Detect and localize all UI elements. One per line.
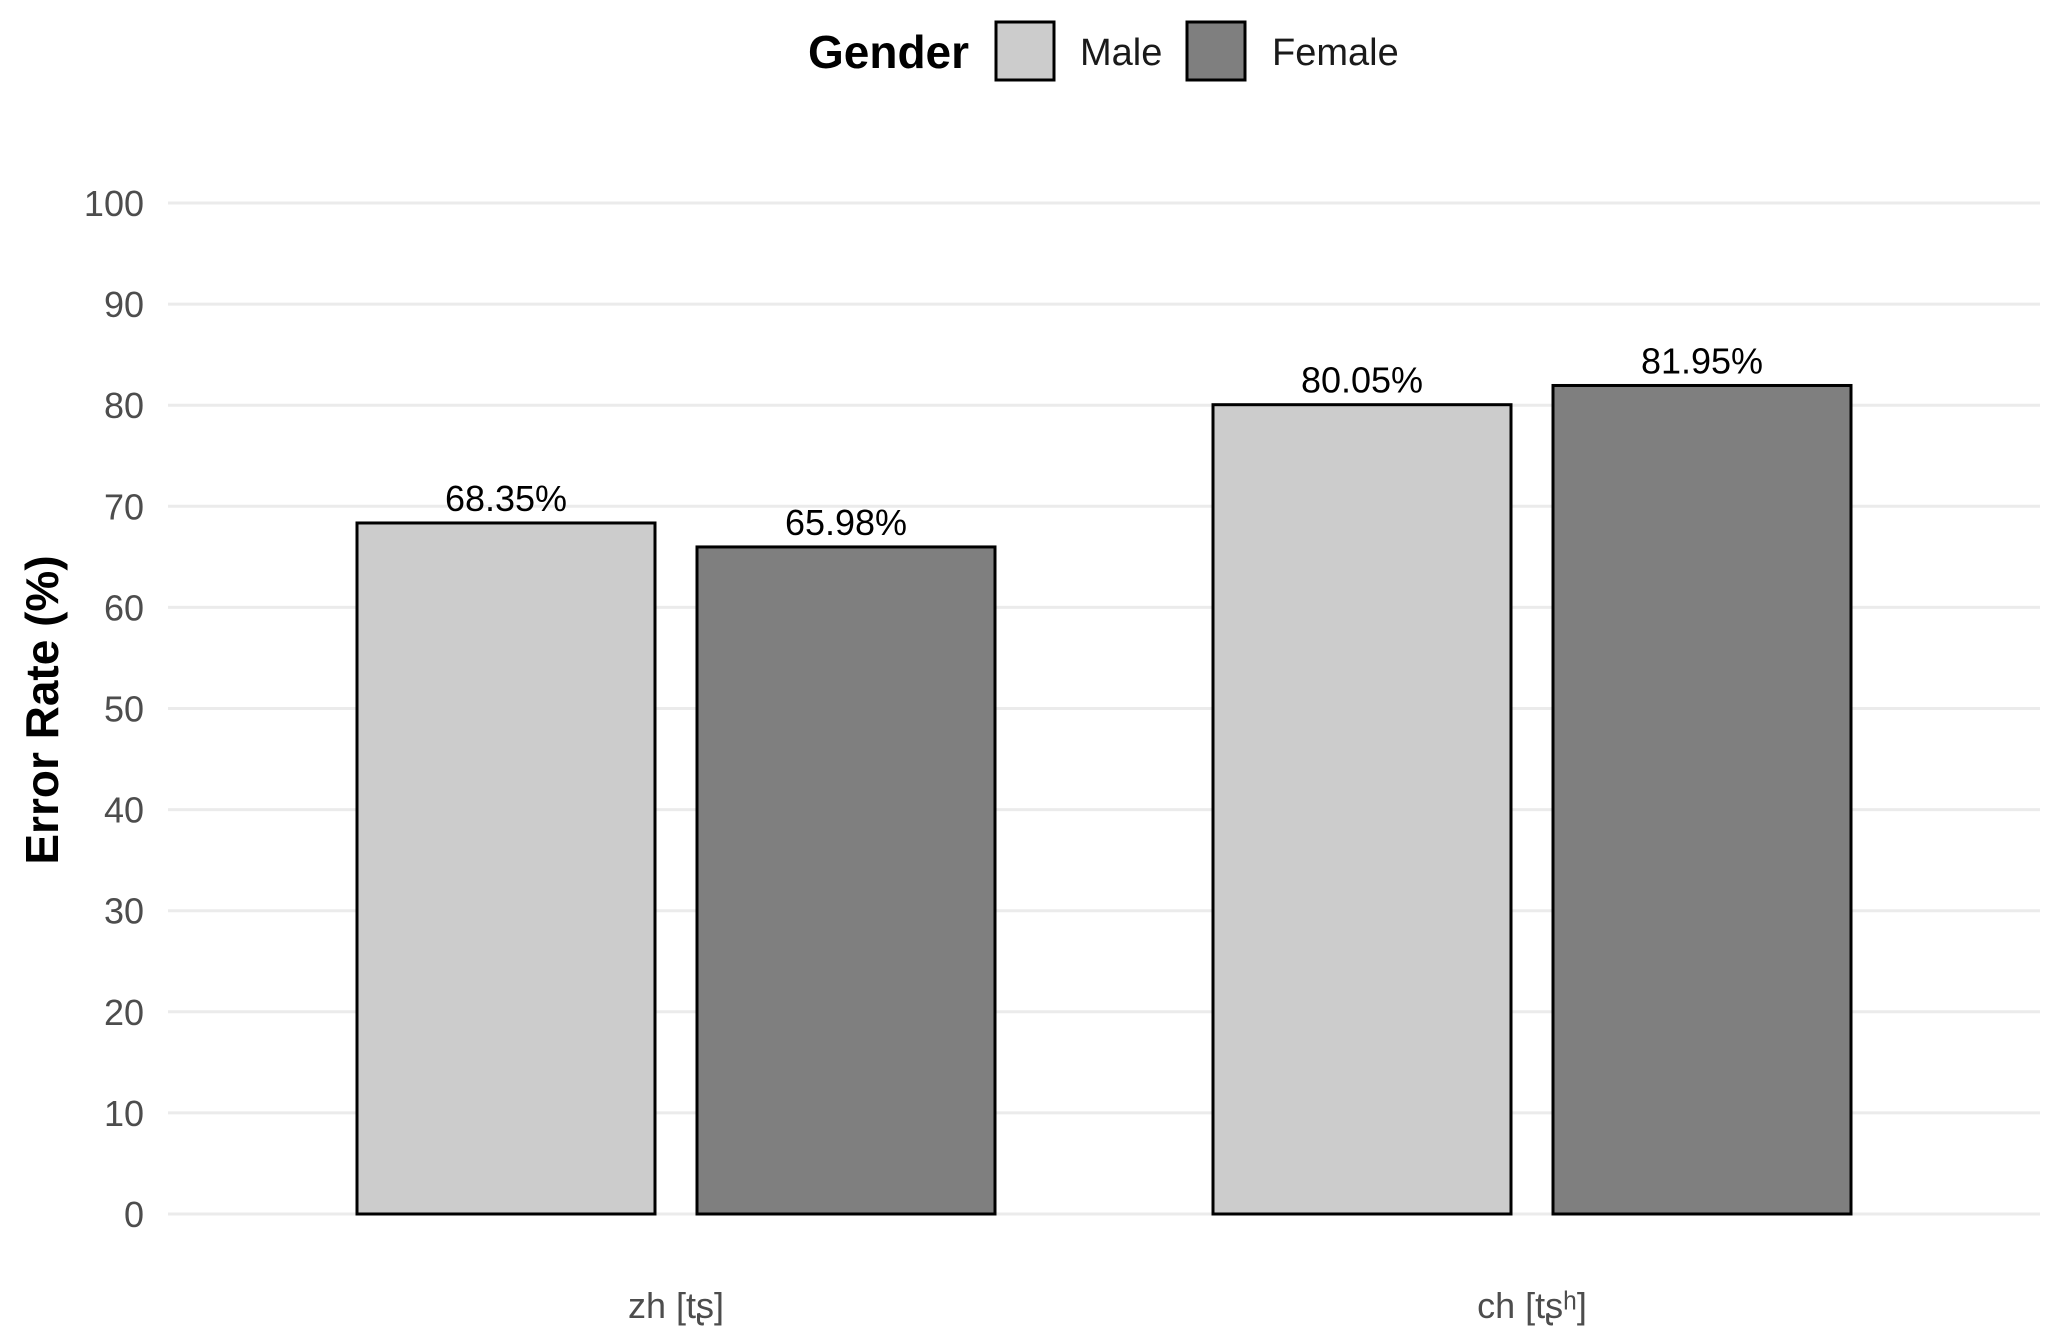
x-axis-categories: zh [tʂ] ch [tʂʰ]: [628, 1285, 1587, 1326]
data-label: 68.35%: [445, 478, 567, 519]
y-tick-label: 0: [124, 1194, 144, 1235]
y-axis-title: Error Rate (%): [16, 555, 68, 864]
y-tick-label: 40: [104, 790, 144, 831]
bar-female-1: [1551, 383, 1853, 1216]
y-axis-ticks: 0 10 20 30 40 50 60 70 80 90 100: [84, 183, 144, 1235]
bar-female-0: [695, 545, 997, 1216]
y-tick-label: 10: [104, 1093, 144, 1134]
y-tick-label: 20: [104, 992, 144, 1033]
y-tick-label: 50: [104, 689, 144, 730]
y-tick-label: 90: [104, 284, 144, 325]
bar-male-0: [355, 521, 657, 1216]
legend-label-male: Male: [1080, 32, 1162, 74]
legend-label-female: Female: [1272, 32, 1399, 74]
legend-swatch-male: [994, 20, 1056, 82]
x-category-label: ch [tʂʰ]: [1477, 1285, 1587, 1326]
bar-male-1: [1211, 403, 1513, 1216]
y-tick-label: 100: [84, 183, 144, 224]
data-labels: 68.35% 65.98% 80.05% 81.95%: [445, 340, 1763, 542]
legend-swatch-female: [1185, 20, 1247, 82]
legend: Gender Male Female: [808, 20, 1399, 82]
data-label: 81.95%: [1641, 340, 1763, 381]
y-tick-label: 80: [104, 385, 144, 426]
data-label: 80.05%: [1301, 360, 1423, 401]
bars: [355, 383, 1853, 1216]
y-tick-label: 60: [104, 587, 144, 628]
y-tick-label: 70: [104, 486, 144, 527]
x-category-label: zh [tʂ]: [628, 1285, 724, 1326]
y-tick-label: 30: [104, 891, 144, 932]
legend-title: Gender: [808, 26, 969, 78]
data-label: 65.98%: [785, 502, 907, 543]
